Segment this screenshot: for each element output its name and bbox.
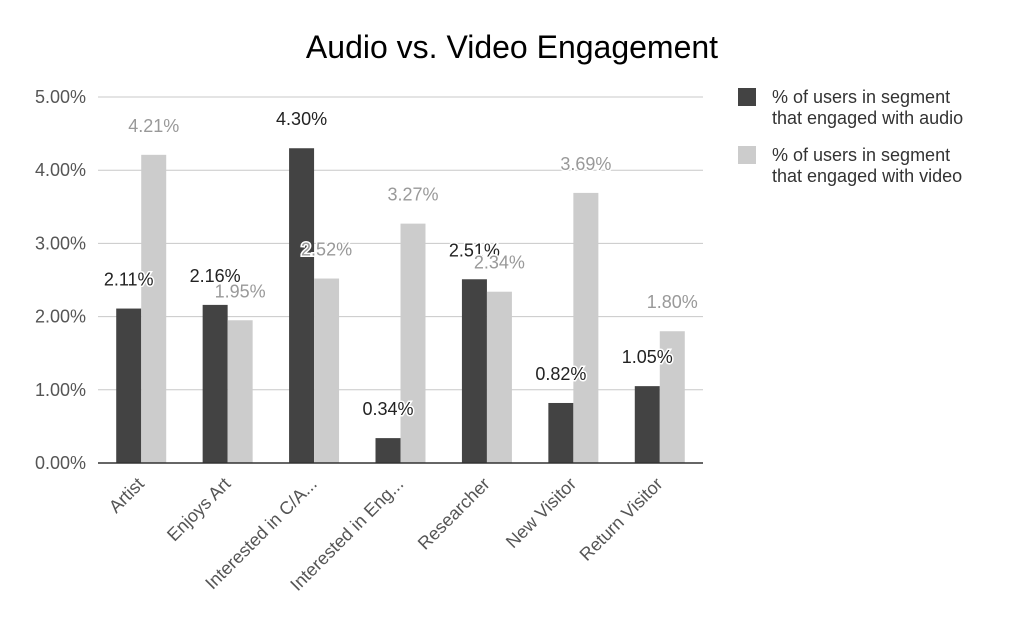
video-bar	[573, 192, 599, 463]
video-bar	[659, 331, 685, 463]
audio-bar	[202, 304, 228, 463]
y-tick-label: 0.00%	[35, 453, 86, 473]
video-data-label: 3.69%	[560, 154, 611, 174]
y-axis-ticks: 0.00% 1.00% 2.00% 3.00% 4.00% 5.00%	[35, 87, 86, 473]
audio-data-label: 0.82%	[535, 364, 586, 384]
audio-data-label: 4.30%	[276, 109, 327, 129]
bars	[116, 148, 685, 464]
video-data-label: 4.21%	[128, 116, 179, 136]
audio-bar	[375, 438, 401, 463]
video-data-label: 2.52%	[301, 240, 352, 260]
y-tick-label: 2.00%	[35, 307, 86, 327]
audio-data-label: 2.51%	[449, 240, 500, 260]
audio-bar	[634, 386, 660, 463]
video-bar	[227, 320, 253, 463]
video-data-label: 3.27%	[387, 185, 438, 205]
video-data-label: 1.80%	[647, 292, 698, 312]
video-bar	[314, 278, 340, 463]
audio-data-label: 1.05%	[622, 347, 673, 367]
y-tick-label: 5.00%	[35, 87, 86, 107]
x-tick-label: Enjoys Art	[163, 474, 234, 545]
y-tick-label: 1.00%	[35, 380, 86, 400]
audio-data-label: 0.34%	[362, 399, 413, 419]
audio-bar	[461, 279, 487, 463]
audio-bar	[548, 402, 574, 463]
legend-swatch-video	[738, 146, 756, 164]
video-bar	[141, 154, 167, 463]
audio-bar	[289, 148, 315, 464]
legend-label-audio: % of users in segment that engaged with a…	[772, 87, 963, 128]
video-bar	[486, 291, 512, 463]
y-tick-label: 4.00%	[35, 160, 86, 180]
x-tick-label: Researcher	[414, 474, 494, 554]
legend: % of users in segment that engaged with a…	[738, 87, 963, 186]
video-data-label: 2.34%	[474, 253, 525, 273]
legend-swatch-audio	[738, 88, 756, 106]
chart-title: Audio vs. Video Engagement	[306, 29, 718, 65]
video-data-label: 1.95%	[215, 281, 266, 301]
x-tick-label: Return Visitor	[576, 474, 667, 565]
data-labels: 2.11% 4.21% 2.16%1.95% 4.30% 2.52% 0.34% 3.27%…	[102, 108, 699, 421]
x-tick-label: New Visitor	[502, 474, 580, 552]
audio-data-label: 2.11%	[104, 270, 154, 290]
audio-data-label: 2.16%	[190, 266, 241, 286]
video-bar	[400, 223, 426, 463]
x-tick-label: Artist	[105, 474, 148, 517]
legend-label-video: % of users in segment that engaged with v…	[772, 145, 962, 186]
audio-bar	[116, 308, 142, 463]
y-tick-label: 3.00%	[35, 233, 86, 253]
